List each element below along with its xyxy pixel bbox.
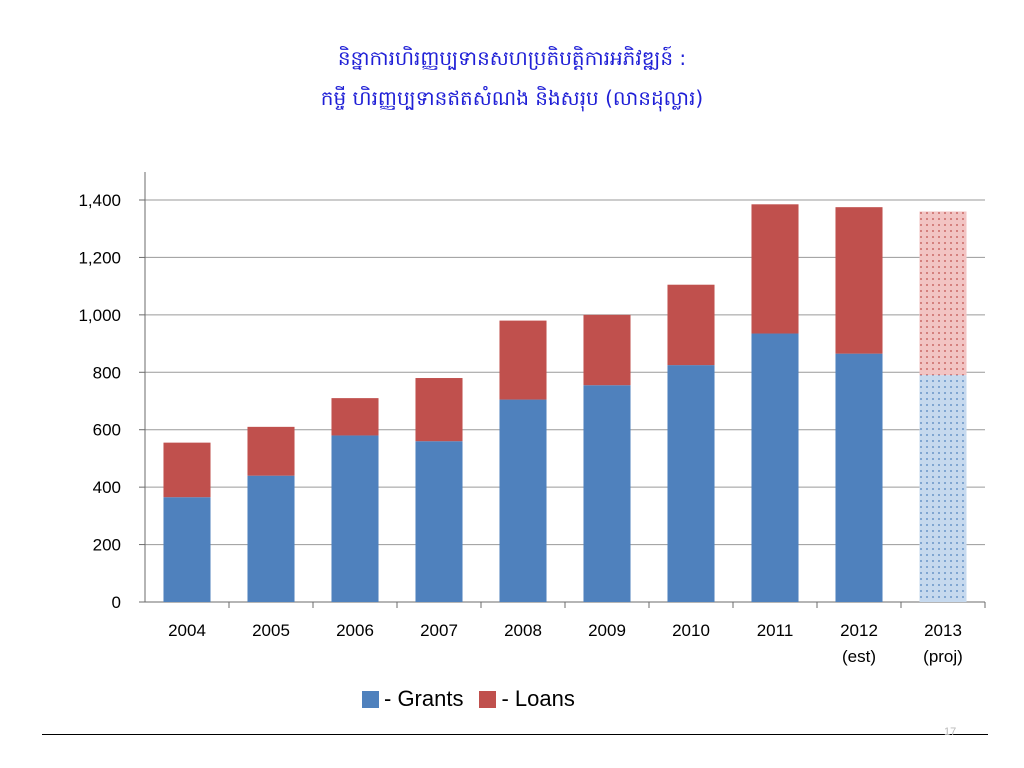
page-number: 17 bbox=[944, 726, 957, 738]
y-tick-label: 1,200 bbox=[78, 248, 121, 267]
x-tick-label: 2005 bbox=[252, 621, 290, 640]
x-tick-sublabel: (est) bbox=[842, 647, 876, 666]
x-tick-label: 2012 bbox=[840, 621, 878, 640]
bar-grants-2004 bbox=[163, 497, 211, 602]
legend-label-loans: - Loans bbox=[501, 686, 575, 711]
legend-label-grants: - Grants bbox=[384, 686, 464, 711]
x-tick-label: 2008 bbox=[504, 621, 542, 640]
legend-item-grants: - Grants bbox=[362, 686, 463, 712]
bar-grants-2006 bbox=[331, 435, 379, 602]
x-tick-label: 2007 bbox=[420, 621, 458, 640]
bar-grants-2009 bbox=[583, 385, 631, 602]
y-tick-label: 400 bbox=[93, 478, 121, 497]
x-tick-label: 2011 bbox=[757, 621, 794, 640]
x-tick-label: 2013 bbox=[924, 621, 962, 640]
bar-loans-2004 bbox=[163, 442, 211, 498]
x-tick-label: 2010 bbox=[672, 621, 710, 640]
bar-grants-2007 bbox=[415, 441, 463, 602]
bar-loans-2012 bbox=[835, 207, 883, 354]
y-tick-label: 800 bbox=[93, 363, 121, 382]
y-tick-label: 1,400 bbox=[78, 191, 121, 210]
x-tick-label: 2009 bbox=[588, 621, 626, 640]
legend-swatch-loans bbox=[479, 690, 497, 708]
bar-loans-2011 bbox=[751, 204, 799, 334]
chart-area: 0 200 400 600 800 1,000 1,200 1,400 2004 2005 2006… bbox=[0, 156, 1000, 736]
chart-legend: - Grants - Loans bbox=[362, 686, 591, 712]
legend-swatch-grants bbox=[362, 690, 379, 708]
bar-loans-2009 bbox=[583, 314, 631, 386]
bar-loans-2007 bbox=[415, 378, 463, 442]
title-line-1: និន្នាការហិរញ្ញប្បទានសហប្រតិបត្តិការអភិវ… bbox=[337, 46, 687, 70]
bar-loans-2013 bbox=[919, 211, 967, 376]
title-line-2: កម្ចី ហិរញ្ញប្បទានឥតសំណង និងសរុប (លានដុល… bbox=[320, 86, 704, 110]
bar-grants-2008 bbox=[499, 399, 547, 602]
bar-grants-2011 bbox=[751, 333, 799, 602]
x-tick-label: 2004 bbox=[168, 621, 206, 640]
bar-grants-2005 bbox=[247, 475, 295, 602]
legend-item-loans: - Loans bbox=[479, 686, 575, 712]
bar-grants-2012 bbox=[835, 353, 883, 602]
y-tick-label: 1,000 bbox=[78, 306, 121, 325]
bar-loans-2006 bbox=[331, 398, 379, 436]
x-tick-sublabel: (proj) bbox=[923, 647, 963, 666]
chart-title: និន្នាការហិរញ្ញប្បទានសហប្រតិបត្តិការអភិវ… bbox=[0, 38, 1024, 118]
y-tick-label: 200 bbox=[93, 536, 121, 555]
y-tick-label: 0 bbox=[112, 593, 121, 612]
footer-rule bbox=[42, 734, 988, 735]
bar-loans-2010 bbox=[667, 284, 715, 366]
x-tick-label: 2006 bbox=[336, 621, 374, 640]
y-tick-label: 600 bbox=[93, 421, 121, 440]
bar-chart: 0 200 400 600 800 1,000 1,200 1,400 2004 2005 2006… bbox=[78, 172, 986, 666]
bar-loans-2005 bbox=[247, 426, 295, 476]
bar-loans-2008 bbox=[499, 320, 547, 400]
bar-grants-2013 bbox=[919, 375, 967, 602]
bar-grants-2010 bbox=[667, 365, 715, 602]
